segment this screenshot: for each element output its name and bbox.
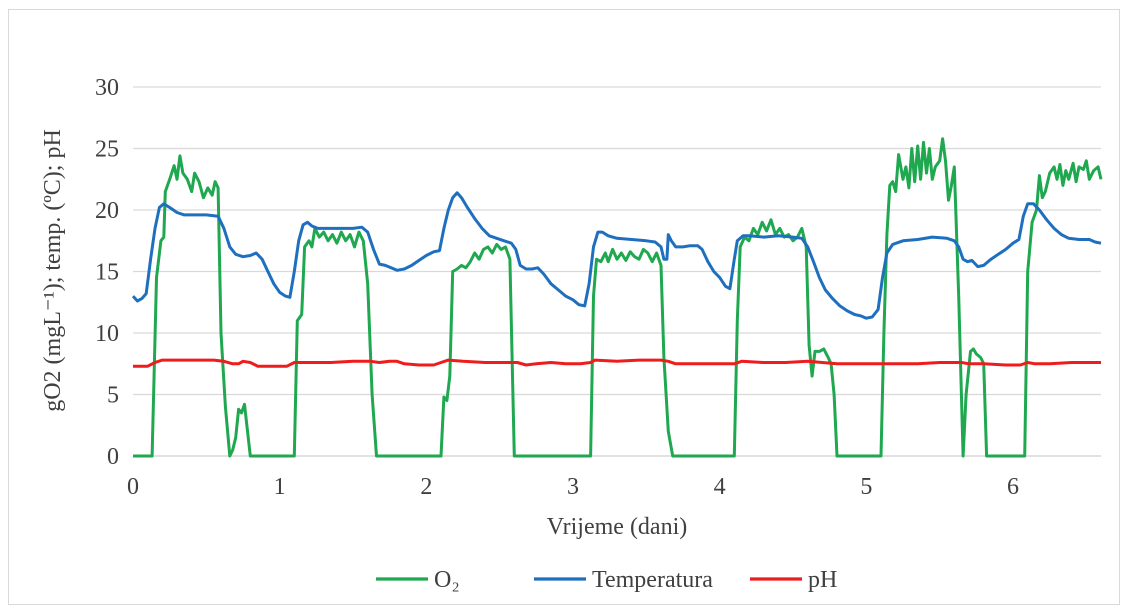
y-tick-label-25: 25: [95, 137, 119, 163]
chart-frame: [8, 9, 1120, 605]
series-line-0: [133, 137, 1103, 458]
y-axis-title: gO2 (mgL⁻¹); temp. (ºC); pH: [40, 129, 66, 412]
y-tick-label-20: 20: [95, 198, 119, 224]
x-tick-label-5: 5: [860, 474, 872, 500]
legend: O₂ Temperatura pH: [376, 567, 837, 593]
legend-label-2: pH: [808, 567, 837, 593]
x-tick-label-1: 1: [274, 474, 286, 500]
series-line-1: [131, 191, 1102, 320]
y-axis-tick-labels: 0 5 10 15 20 25 30: [95, 75, 119, 470]
series-lines: [131, 137, 1103, 458]
legend-label-1: Temperatura: [592, 567, 713, 593]
y-tick-label-15: 15: [95, 260, 119, 286]
legend-label-0: O₂: [434, 567, 460, 593]
gridlines: [133, 86, 1101, 396]
x-tick-label-2: 2: [420, 474, 432, 500]
series-line-2: [133, 358, 1101, 368]
x-tick-label-0: 0: [127, 474, 139, 500]
x-tick-label-4: 4: [714, 474, 726, 500]
x-tick-label-6: 6: [1007, 474, 1019, 500]
x-axis-title: Vrijeme (dani): [547, 514, 688, 540]
y-tick-label-5: 5: [107, 383, 119, 409]
y-tick-label-0: 0: [107, 444, 119, 470]
y-tick-label-10: 10: [95, 321, 119, 347]
x-axis-tick-labels: 0 1 2 3 4 5 6: [127, 474, 1019, 500]
y-tick-label-30: 30: [95, 75, 119, 101]
x-tick-label-3: 3: [567, 474, 579, 500]
